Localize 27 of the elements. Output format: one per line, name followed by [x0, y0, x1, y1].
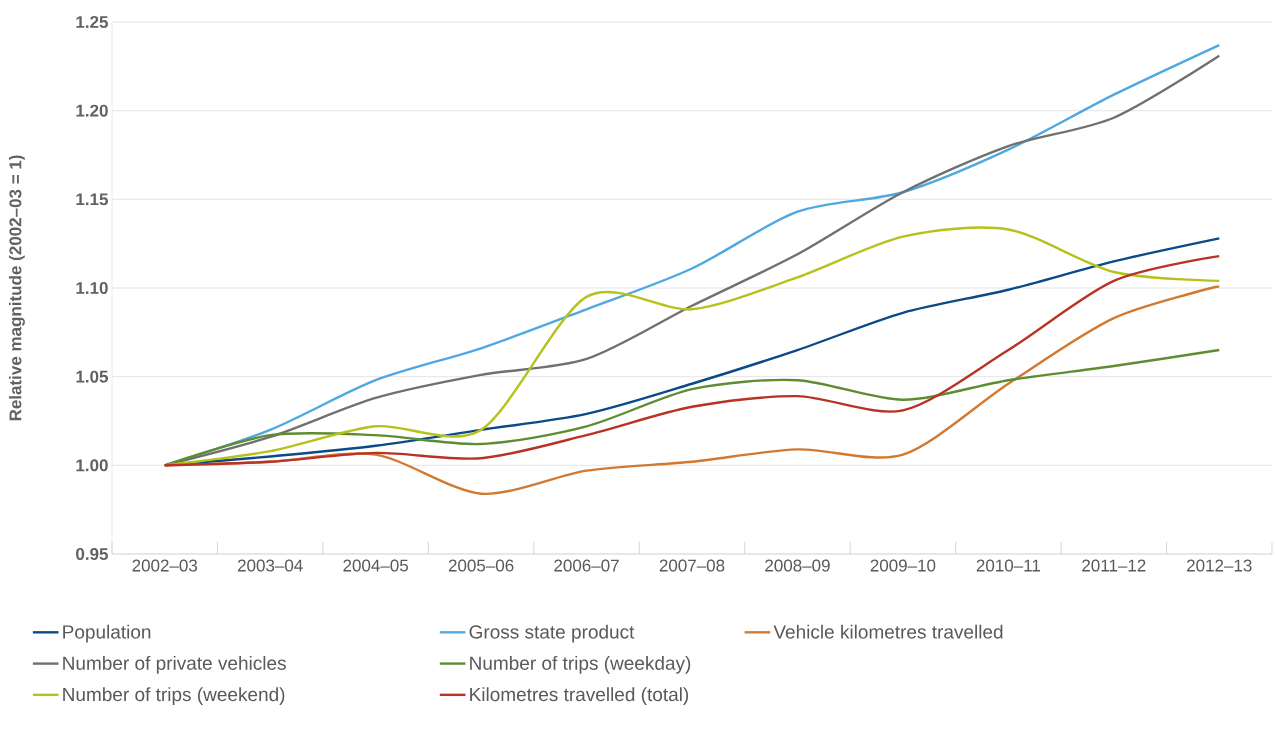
y-tick-label: 1.00 [76, 459, 108, 472]
y-tick-label: 1.10 [76, 281, 108, 295]
x-tick-label: 2008–09 [765, 559, 830, 572]
y-tick-label: 1.25 [76, 15, 108, 29]
y-tick-label: 1.15 [76, 193, 108, 206]
y-tick-label: 0.95 [76, 547, 108, 561]
y-tick-label: 1.20 [76, 104, 108, 117]
x-tick-label: 2011–12 [1082, 559, 1146, 572]
y-tick-label: 1.05 [76, 370, 108, 383]
legend-label: Vehicle kilometres travelled [773, 624, 1003, 639]
x-tick-label: 2002–03 [132, 559, 198, 572]
y-axis-title: Relative magnitude (2002–03 = 1) [8, 155, 25, 421]
legend-label: Gross state product [469, 624, 635, 643]
legend-label: Number of private vehicles [63, 655, 286, 674]
x-tick-label: 2006–07 [554, 559, 619, 572]
x-tick-label: 2007–08 [659, 559, 725, 572]
line-series [163, 348, 1221, 467]
x-tick-label: 2005–06 [448, 559, 514, 572]
x-tick-label: 2009–10 [870, 559, 936, 572]
x-tick-label: 2010–11 [976, 559, 1040, 572]
legend-label: Number of trips (weekday) [470, 655, 691, 674]
x-tick-label: 2003–04 [237, 559, 303, 572]
x-tick-label: 2012–13 [1187, 559, 1252, 572]
legend-label: Number of trips (weekend) [63, 687, 285, 705]
legend-label: Kilometres travelled (total) [470, 687, 689, 705]
x-tick-label: 2004–05 [343, 559, 408, 572]
legend-label: Population [63, 624, 151, 643]
